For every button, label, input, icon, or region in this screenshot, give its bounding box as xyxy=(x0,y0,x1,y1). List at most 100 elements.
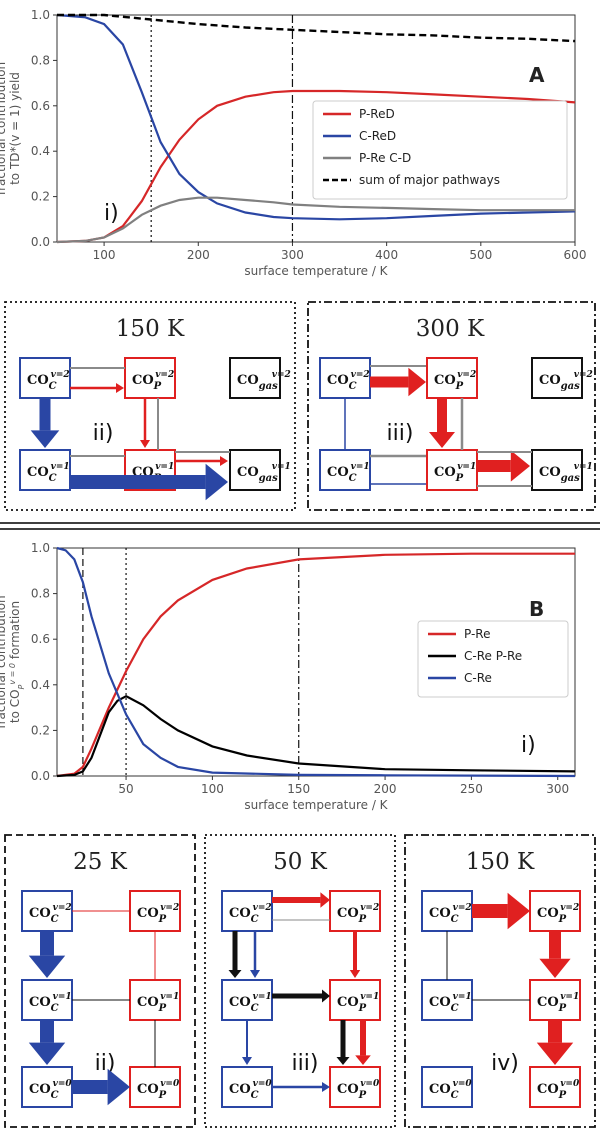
diagram-frame xyxy=(4,301,296,511)
x-tick-label: 50 xyxy=(118,782,133,796)
diagram-label: iv) xyxy=(491,1051,519,1076)
state-label: COgasv=1 xyxy=(539,462,593,484)
arrow-head xyxy=(242,1057,252,1065)
x-tick-label: 100 xyxy=(93,248,116,262)
x-tick-label: 100 xyxy=(201,782,224,796)
x-tick-label: 250 xyxy=(460,782,483,796)
y-tick-label: 0.8 xyxy=(31,587,50,601)
arrow-head xyxy=(510,450,530,482)
annotation-label: i) xyxy=(104,201,119,226)
y-tick-label: 0.0 xyxy=(31,769,50,783)
state-node xyxy=(421,979,473,1021)
y-tick-label: 0.4 xyxy=(31,678,50,692)
series-line xyxy=(56,694,576,778)
x-tick-label: 150 xyxy=(287,782,310,796)
arrow-head xyxy=(30,430,60,448)
state-node xyxy=(221,979,273,1021)
state-label: COgasv=2 xyxy=(539,370,593,392)
diagram-label: iii) xyxy=(387,421,414,446)
series-line xyxy=(56,552,575,778)
arrow-head xyxy=(205,463,228,501)
x-tick-label: 200 xyxy=(187,248,210,262)
series-line xyxy=(57,13,576,43)
arrow-head xyxy=(116,383,124,393)
legend-label: C-ReD xyxy=(359,129,396,143)
state-node xyxy=(229,357,281,399)
y-axis-label-1: fractional contribution xyxy=(0,62,8,195)
state-label: COgasv=1 xyxy=(237,462,291,484)
arrow-head xyxy=(507,892,530,930)
panel-separator xyxy=(0,522,600,530)
y-axis-label-2: to TD*(v = 1) yield xyxy=(8,72,22,185)
diagram-frame xyxy=(307,301,596,511)
legend-label: C-Re P-Re xyxy=(464,649,522,663)
y-tick-label: 0.4 xyxy=(31,144,50,158)
panel-letter: A xyxy=(529,63,545,87)
diagram-frame xyxy=(4,834,196,1128)
y-axis-label-2: to COPv = 0 formation xyxy=(8,601,26,723)
arrow-head xyxy=(322,989,330,1003)
legend-label: P-Re xyxy=(464,627,490,641)
state-node xyxy=(319,357,371,399)
arrow-head xyxy=(322,1082,330,1092)
series-line xyxy=(56,89,576,244)
arrow-head xyxy=(140,440,150,448)
chart-b: 50 100 150 200 250 300 0.0 0.2 0.4 0.6 0.8 1.0 surfa… xyxy=(0,541,576,812)
series-line xyxy=(56,13,576,221)
x-tick-label: 300 xyxy=(546,782,569,796)
temperature-label: 25 K xyxy=(73,849,128,875)
y-tick-label: 0.2 xyxy=(31,190,50,204)
temperature-label: 150 K xyxy=(116,316,185,342)
arrow-head xyxy=(228,970,242,978)
state-node xyxy=(529,1066,581,1108)
x-axis-label: surface temperature / K xyxy=(244,798,388,812)
series-line xyxy=(56,196,575,244)
legend-label: P-Re C-D xyxy=(359,151,411,165)
state-node xyxy=(19,449,71,491)
temperature-label: 150 K xyxy=(466,849,535,875)
diagram-label: ii) xyxy=(95,1051,116,1076)
y-tick-label: 1.0 xyxy=(31,541,50,555)
diagram-frame xyxy=(204,834,396,1128)
state-node xyxy=(421,890,473,932)
state-node xyxy=(329,979,381,1021)
legend-label: sum of major pathways xyxy=(359,173,500,187)
arrow-head xyxy=(539,958,571,978)
state-node xyxy=(21,1066,73,1108)
chart-a: 100 200 300 400 500 600 0.0 0.2 0.4 0.6 0.8 1.0 surf… xyxy=(0,8,586,278)
x-tick-label: 300 xyxy=(281,248,304,262)
x-tick-label: 400 xyxy=(375,248,398,262)
y-tick-label: 0.6 xyxy=(31,632,50,646)
arrow-head xyxy=(220,456,228,466)
state-node xyxy=(329,890,381,932)
legend-label: C-Re xyxy=(464,671,492,685)
diagrams-a: 150 KCOCv=2COPv=2COgasv=2COCv=1COPv=1COg… xyxy=(4,301,596,511)
diagram-frame xyxy=(404,834,596,1128)
state-node xyxy=(421,1066,473,1108)
state-label: COgasv=2 xyxy=(237,370,291,392)
y-tick-label: 0.6 xyxy=(31,99,50,113)
diagram-label: ii) xyxy=(93,421,114,446)
state-node xyxy=(319,449,371,491)
arrow-head xyxy=(408,367,426,397)
series-line xyxy=(56,546,576,778)
state-node xyxy=(229,449,281,491)
arrow-head xyxy=(429,432,455,448)
arrow-head xyxy=(536,1042,574,1065)
y-tick-label: 1.0 xyxy=(31,8,50,22)
diagram-label: iii) xyxy=(292,1051,319,1076)
state-node xyxy=(329,1066,381,1108)
x-tick-label: 200 xyxy=(374,782,397,796)
x-tick-label: 500 xyxy=(469,248,492,262)
state-node xyxy=(221,1066,273,1108)
y-tick-label: 0.2 xyxy=(31,723,50,737)
temperature-label: 300 K xyxy=(416,316,485,342)
state-node xyxy=(531,449,583,491)
state-node xyxy=(531,357,583,399)
arrow-head xyxy=(107,1068,130,1106)
arrow-head xyxy=(28,955,66,978)
y-tick-label: 0.0 xyxy=(31,235,50,249)
arrow-head xyxy=(355,1055,371,1065)
y-axis-label-1: fractional contribution xyxy=(0,595,8,728)
